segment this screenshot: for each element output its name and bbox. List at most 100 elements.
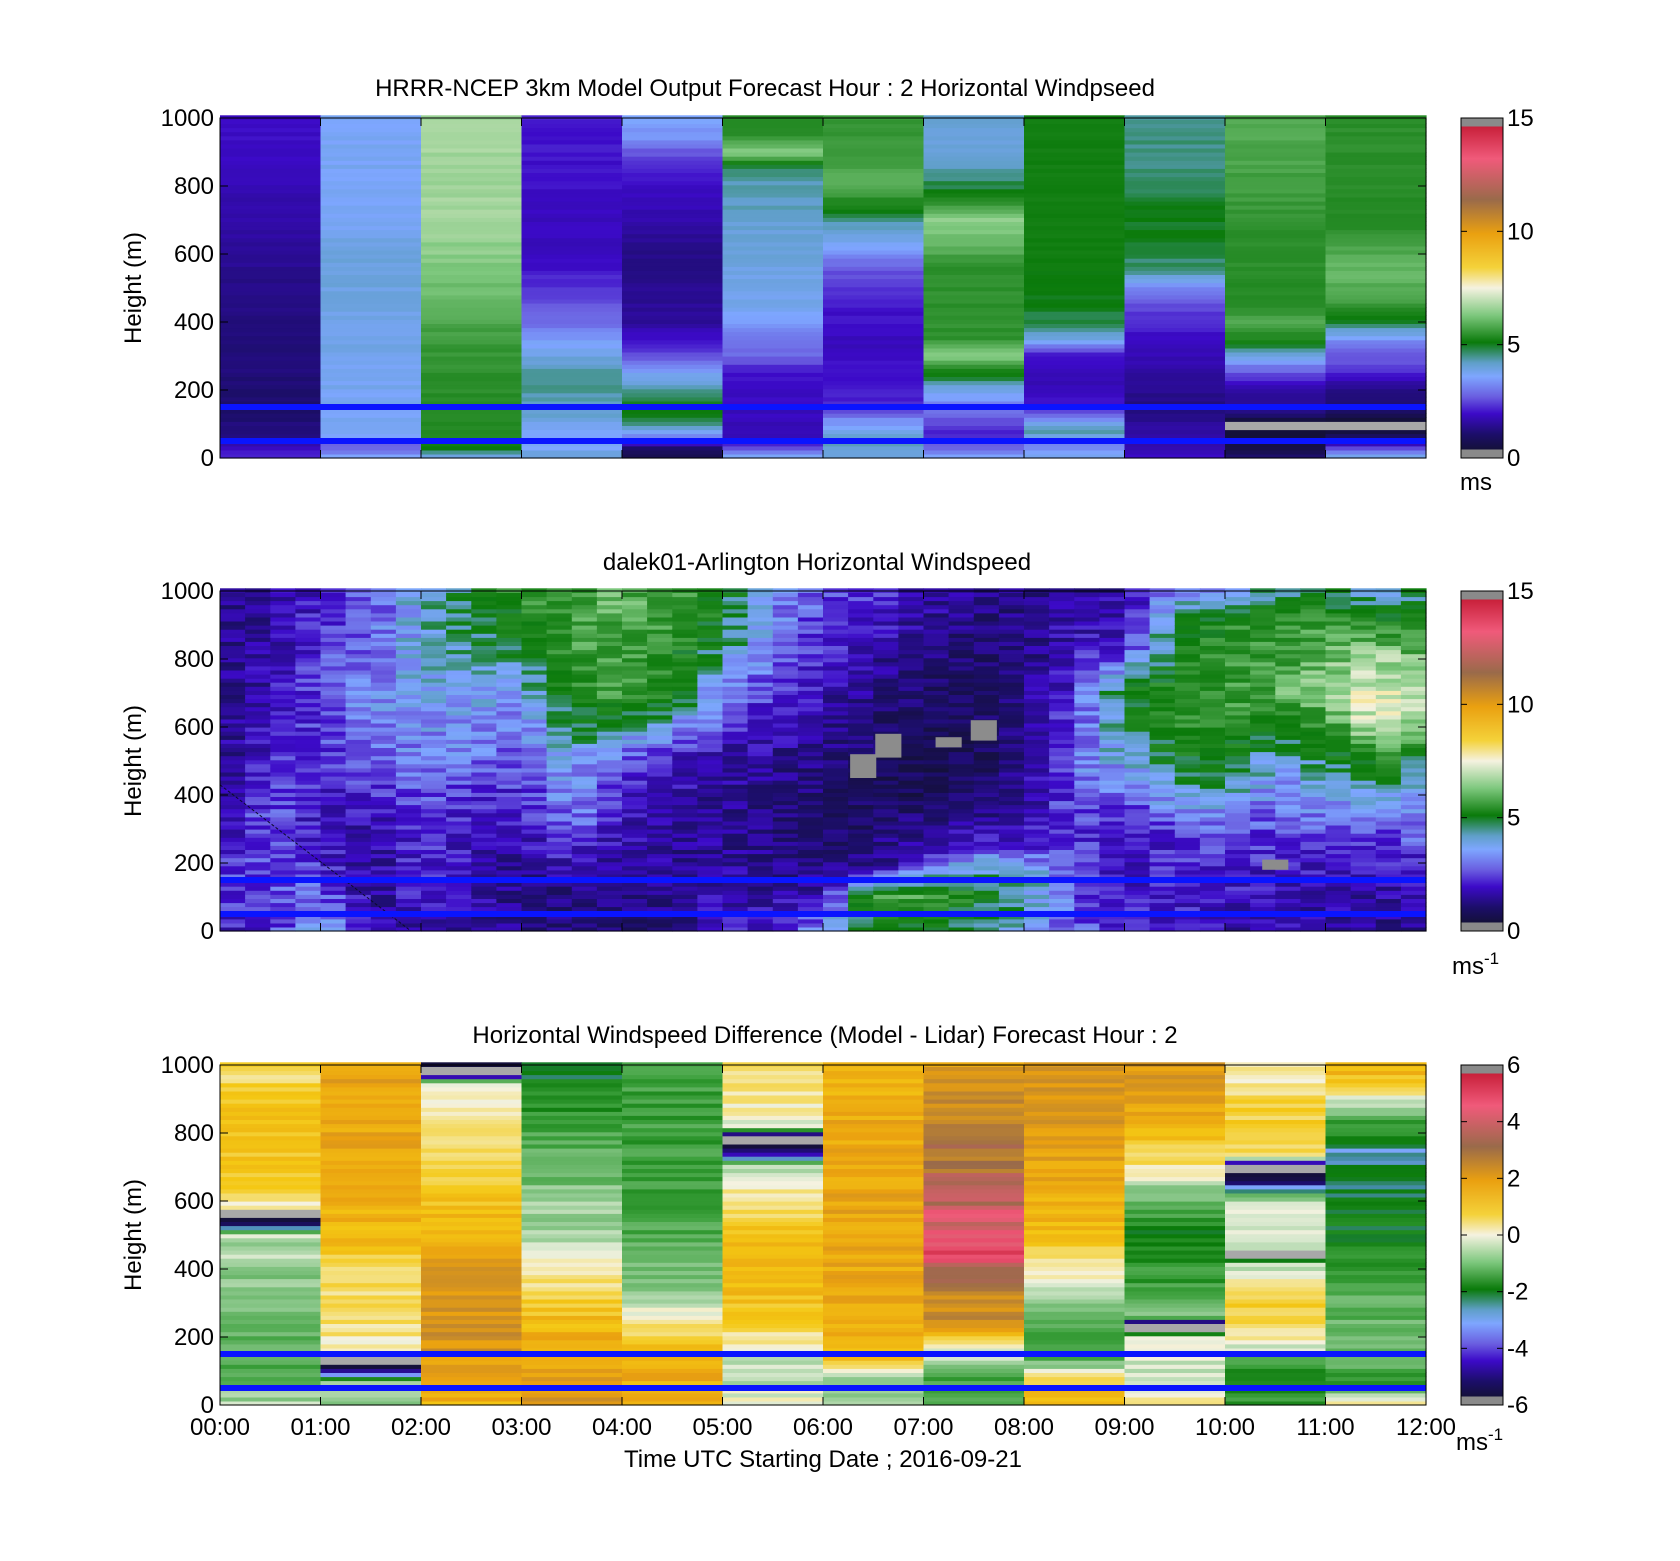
heatmap-cell: [220, 425, 322, 431]
heatmap-cell: [672, 882, 698, 887]
heatmap-cell: [1199, 869, 1226, 875]
heatmap-cell: [697, 898, 724, 904]
heatmap-cell: [1149, 661, 1176, 667]
heatmap-cell: [1049, 649, 1075, 655]
heatmap-cell: [1350, 674, 1377, 679]
heatmap-cell: [1174, 690, 1201, 695]
heatmap-cell: [697, 820, 724, 826]
heatmap-cell: [772, 739, 799, 744]
heatmap-cell: [471, 625, 497, 630]
heatmap-cell: [471, 620, 497, 626]
heatmap-cell: [1325, 661, 1352, 667]
heatmap-cell: [697, 922, 724, 928]
heatmap-cell: [1174, 682, 1201, 687]
heatmap-cell: [546, 686, 573, 691]
heatmap-cell: [496, 661, 523, 667]
heatmap-cell: [1300, 759, 1327, 765]
heatmap-cell: [245, 682, 271, 687]
heatmap-cell: [395, 755, 422, 761]
heatmap-cell: [521, 702, 548, 708]
heatmap-cell: [521, 735, 548, 740]
heatmap-cell: [295, 861, 322, 867]
heatmap-cell: [220, 755, 246, 761]
heatmap-cell: [672, 804, 698, 810]
heatmap-cell: [747, 898, 774, 904]
heatmap-cell: [421, 213, 523, 218]
heatmap-cell: [1225, 360, 1327, 365]
heatmap-cell: [1024, 857, 1050, 863]
heatmap-cell: [220, 759, 246, 765]
heatmap-cell: [1074, 824, 1100, 830]
heatmap-cell: [270, 841, 296, 846]
heatmap-cell: [1149, 926, 1176, 932]
heatmap-cell: [596, 796, 623, 802]
heatmap-cell: [848, 869, 874, 875]
heatmap-cell: [1325, 152, 1427, 157]
heatmap-cell: [1300, 906, 1327, 912]
heatmap-cell: [1250, 669, 1276, 675]
heatmap-cell: [1199, 616, 1226, 622]
heatmap-cell: [295, 763, 322, 769]
heatmap-cell: [923, 873, 950, 879]
heatmap-cell: [923, 612, 950, 618]
heatmap-cell: [521, 657, 548, 663]
heatmap-cell: [973, 833, 1000, 838]
heatmap-cell: [998, 800, 1025, 806]
heatmap-cell: [320, 824, 347, 830]
heatmap-cell: [1174, 710, 1201, 716]
heatmap-cell: [320, 413, 422, 418]
heatmap-cell: [1174, 767, 1201, 773]
heatmap-cell: [823, 702, 849, 708]
heatmap-cell: [1300, 751, 1327, 757]
heatmap-cell: [421, 592, 447, 598]
heatmap-cell: [320, 213, 422, 218]
heatmap-cell: [471, 820, 497, 826]
heatmap-cell: [521, 249, 623, 255]
heatmap-cell: [571, 706, 598, 712]
heatmap-cell: [622, 319, 724, 324]
heatmap-cell: [220, 176, 322, 182]
heatmap-cell: [1149, 592, 1176, 598]
heatmap-cell: [446, 886, 472, 891]
heatmap-cell: [948, 694, 975, 700]
heatmap-cell: [270, 796, 296, 802]
heatmap-cell: [596, 665, 623, 671]
heatmap-cell: [973, 616, 1000, 622]
heatmap-cell: [848, 735, 874, 740]
heatmap-cell: [1350, 873, 1377, 879]
heatmap-cell: [496, 690, 523, 695]
heatmap-cell: [948, 669, 975, 675]
heatmap-cell: [1325, 751, 1352, 757]
heatmap-cell: [471, 686, 497, 691]
heatmap-cell: [596, 612, 623, 618]
heatmap-cell: [1074, 645, 1100, 651]
heatmap-cell: [571, 731, 598, 736]
heatmap-cell: [521, 820, 548, 826]
heatmap-cell: [1300, 637, 1327, 642]
heatmap-cell: [471, 804, 497, 810]
heatmap-cell: [446, 882, 472, 887]
heatmap-cell: [823, 649, 849, 655]
heatmap-cell: [622, 763, 648, 769]
heatmap-cell: [622, 380, 724, 386]
heatmap-cell: [973, 845, 1000, 850]
heatmap-cell: [1250, 824, 1276, 830]
heatmap-cell: [1199, 625, 1226, 630]
heatmap-cell: [521, 808, 548, 814]
heatmap-cell: [1049, 686, 1075, 691]
heatmap-cell: [848, 645, 874, 651]
heatmap-cell: [697, 829, 724, 834]
heatmap-cell: [421, 413, 523, 418]
heatmap-cell: [220, 882, 246, 887]
heatmap-cell: [1124, 421, 1226, 426]
heatmap-cell: [823, 351, 925, 357]
heatmap-cell: [1275, 922, 1301, 928]
heatmap-cell: [823, 698, 849, 704]
heatmap-cell: [622, 294, 724, 300]
heatmap-cell: [421, 637, 447, 642]
heatmap-cell: [546, 706, 573, 712]
heatmap-cell: [797, 763, 824, 769]
heatmap-cell: [1375, 784, 1402, 789]
heatmap-cell: [1174, 686, 1201, 691]
heatmap-cell: [220, 926, 246, 932]
